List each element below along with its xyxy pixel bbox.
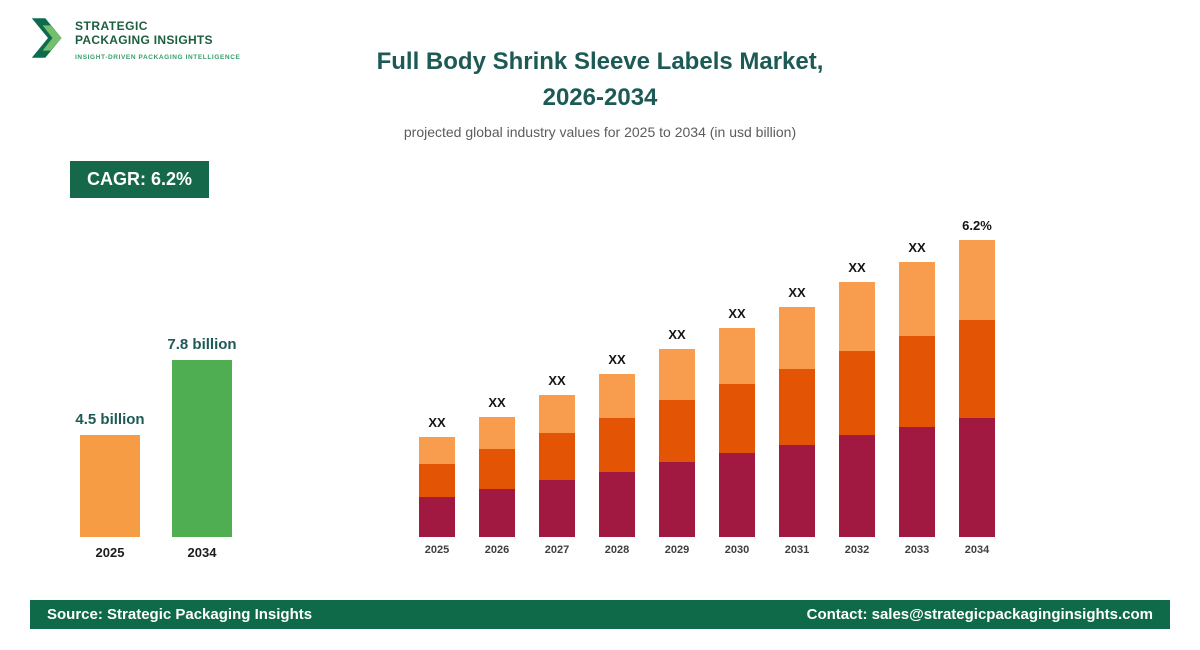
bottom-segment xyxy=(779,445,815,537)
footer-contact: Contact: sales@strategicpackaginginsight… xyxy=(806,606,1153,623)
projection-bar-group: 6.2% 2034 xyxy=(947,218,1007,557)
middle-segment xyxy=(419,464,455,497)
top-segment xyxy=(839,282,875,351)
page-title-line2: 2026-2034 xyxy=(542,84,658,111)
stacked-bar xyxy=(659,349,695,537)
stacked-bar xyxy=(599,374,635,537)
summary-chart: 4.5 billion 2025 7.8 billion 2034 xyxy=(64,336,248,560)
stacked-bar xyxy=(899,262,935,537)
middle-segment xyxy=(719,384,755,453)
middle-segment xyxy=(839,351,875,435)
stacked-bar xyxy=(479,417,515,537)
stacked-bar xyxy=(959,240,995,537)
logo-chevron-icon xyxy=(31,18,62,58)
top-segment xyxy=(899,262,935,336)
projection-year-label: 2031 xyxy=(784,544,810,556)
top-segment xyxy=(419,437,455,464)
middle-segment xyxy=(539,433,575,480)
projection-year-label: 2033 xyxy=(904,544,930,556)
bar-value-label: XX xyxy=(788,285,806,300)
page-subtitle: projected global industry values for 202… xyxy=(403,124,797,140)
middle-segment xyxy=(659,400,695,462)
projection-year-label: 2034 xyxy=(964,544,990,556)
bottom-segment xyxy=(479,489,515,537)
summary-bar xyxy=(80,435,140,537)
bar-value-label: XX xyxy=(608,352,626,367)
bar-value-label: XX xyxy=(728,306,746,321)
cagr-badge: CAGR: 6.2% xyxy=(70,161,210,198)
middle-segment xyxy=(479,449,515,489)
stacked-bar xyxy=(839,282,875,537)
bottom-segment xyxy=(959,418,995,537)
middle-segment xyxy=(959,320,995,418)
logo-name-line1: STRATEGIC xyxy=(75,19,148,33)
title-block: Full Body Shrink Sleeve Labels Market, 20… xyxy=(240,44,960,140)
middle-segment xyxy=(899,336,935,427)
middle-segment xyxy=(599,418,635,472)
bar-value-label: XX xyxy=(488,395,506,410)
stacked-bar xyxy=(539,395,575,537)
summary-bar xyxy=(172,360,232,537)
projection-year-label: 2032 xyxy=(844,544,870,556)
projection-year-label: 2029 xyxy=(664,544,690,556)
projection-year-label: 2027 xyxy=(544,544,570,556)
projection-bar-group: XX 2025 xyxy=(407,415,467,557)
bottom-segment xyxy=(599,472,635,537)
top-segment xyxy=(659,349,695,400)
summary-value-label: 4.5 billion xyxy=(75,411,145,428)
top-segment xyxy=(479,417,515,449)
top-segment xyxy=(779,307,815,369)
footer-bar: Source: Strategic Packaging Insights Con… xyxy=(30,600,1170,629)
projection-bar-group: XX 2033 xyxy=(887,240,947,557)
stacked-bar xyxy=(419,437,455,537)
bottom-segment xyxy=(419,497,455,537)
bar-value-label: XX xyxy=(908,240,926,255)
bar-value-label: XX xyxy=(848,260,866,275)
summary-year-label: 2034 xyxy=(187,545,217,560)
projection-year-label: 2025 xyxy=(424,544,450,556)
top-segment xyxy=(719,328,755,384)
bottom-segment xyxy=(539,480,575,537)
bottom-segment xyxy=(899,427,935,537)
projection-bar-group: XX 2026 xyxy=(467,395,527,557)
projection-chart: XX 2025 XX 2026 XX 2027 XX 2028 XX 2029 XX 2030 XX 20… xyxy=(407,218,1007,557)
footer-source: Source: Strategic Packaging Insights xyxy=(47,606,313,623)
projection-bar-group: XX 2032 xyxy=(827,260,887,557)
projection-bar-group: XX 2027 xyxy=(527,373,587,557)
logo-tagline: INSIGHT-DRIVEN PACKAGING INTELLIGENCE xyxy=(75,54,241,61)
summary-bar-group: 7.8 billion 2034 xyxy=(156,336,248,560)
summary-value-label: 7.8 billion xyxy=(167,336,237,353)
page-title: Full Body Shrink Sleeve Labels Market, 20… xyxy=(240,44,960,116)
middle-segment xyxy=(779,369,815,445)
projection-year-label: 2028 xyxy=(604,544,630,556)
stacked-bar xyxy=(779,307,815,537)
top-segment xyxy=(599,374,635,418)
bottom-segment xyxy=(839,435,875,537)
bar-value-label: XX xyxy=(668,327,686,342)
projection-year-label: 2030 xyxy=(724,544,750,556)
bar-value-label: 6.2% xyxy=(962,218,992,233)
bottom-segment xyxy=(659,462,695,537)
logo-name-line2: PACKAGING INSIGHTS xyxy=(75,33,213,47)
summary-year-label: 2025 xyxy=(95,545,125,560)
logo-text: STRATEGIC PACKAGING INSIGHTS INSIGHT-DRI… xyxy=(75,13,240,61)
top-segment xyxy=(539,395,575,433)
projection-bar-group: XX 2031 xyxy=(767,285,827,557)
projection-bar-group: XX 2028 xyxy=(587,352,647,557)
projection-bar-group: XX 2029 xyxy=(647,327,707,557)
bar-value-label: XX xyxy=(548,373,566,388)
bottom-segment xyxy=(719,453,755,537)
projection-bar-group: XX 2030 xyxy=(707,306,767,557)
stacked-bar xyxy=(719,328,755,537)
logo: STRATEGIC PACKAGING INSIGHTS INSIGHT-DRI… xyxy=(30,13,240,63)
top-segment xyxy=(959,240,995,320)
summary-bar-group: 4.5 billion 2025 xyxy=(64,411,156,560)
bar-value-label: XX xyxy=(428,415,446,430)
page-title-line1: Full Body Shrink Sleeve Labels Market, xyxy=(376,48,824,75)
projection-year-label: 2026 xyxy=(484,544,510,556)
